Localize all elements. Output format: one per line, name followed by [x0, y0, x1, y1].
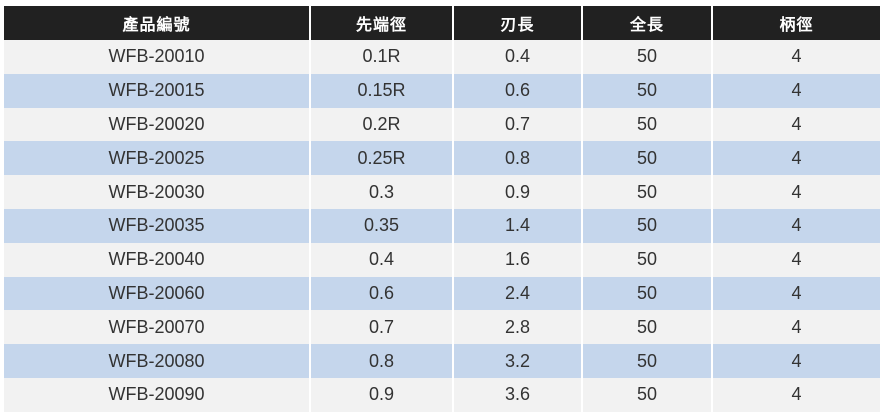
- table-row: WFB-20030 0.3 0.9 50 4: [2, 175, 882, 209]
- header-shank-diameter: 柄徑: [711, 6, 882, 40]
- cell-blade-length: 0.6: [452, 73, 583, 108]
- cell-tip-diameter: 0.35: [309, 208, 454, 243]
- header-product-code: 產品編號: [2, 6, 311, 40]
- cell-product-code: WFB-20030: [2, 175, 311, 209]
- header-tip-diameter: 先端徑: [309, 6, 454, 40]
- table-body: WFB-20010 0.1R 0.4 50 4 WFB-20015 0.15R …: [2, 40, 882, 412]
- cell-shank-diameter: 4: [711, 175, 882, 209]
- cell-shank-diameter: 4: [711, 73, 882, 108]
- cell-tip-diameter: 0.8: [309, 344, 454, 378]
- table-row: WFB-20020 0.2R 0.7 50 4: [2, 107, 882, 142]
- cell-product-code: WFB-20020: [2, 107, 311, 142]
- cell-shank-diameter: 4: [711, 40, 882, 74]
- cell-shank-diameter: 4: [711, 208, 882, 243]
- cell-total-length: 50: [581, 40, 713, 74]
- cell-product-code: WFB-20040: [2, 242, 311, 277]
- cell-total-length: 50: [581, 242, 713, 277]
- cell-tip-diameter: 0.3: [309, 175, 454, 209]
- header-blade-length: 刃長: [452, 6, 583, 40]
- table-row: WFB-20070 0.7 2.8 50 4: [2, 310, 882, 345]
- cell-blade-length: 1.6: [452, 242, 583, 277]
- cell-total-length: 50: [581, 310, 713, 345]
- cell-total-length: 50: [581, 141, 713, 176]
- table-row: WFB-20035 0.35 1.4 50 4: [2, 208, 882, 243]
- table-row: WFB-20080 0.8 3.2 50 4: [2, 344, 882, 378]
- spec-table-container: 產品編號 先端徑 刃長 全長 柄徑 WFB-20010 0.1R 0.4 50 …: [2, 6, 882, 412]
- cell-blade-length: 2.8: [452, 310, 583, 345]
- table-row: WFB-20025 0.25R 0.8 50 4: [2, 141, 882, 176]
- cell-tip-diameter: 0.15R: [309, 73, 454, 108]
- cell-blade-length: 0.7: [452, 107, 583, 142]
- cell-total-length: 50: [581, 107, 713, 142]
- table-row: WFB-20040 0.4 1.6 50 4: [2, 242, 882, 277]
- cell-product-code: WFB-20015: [2, 73, 311, 108]
- cell-total-length: 50: [581, 276, 713, 311]
- cell-tip-diameter: 0.2R: [309, 107, 454, 142]
- table-row: WFB-20060 0.6 2.4 50 4: [2, 276, 882, 311]
- cell-blade-length: 2.4: [452, 276, 583, 311]
- cell-total-length: 50: [581, 344, 713, 378]
- cell-shank-diameter: 4: [711, 107, 882, 142]
- cell-product-code: WFB-20035: [2, 208, 311, 243]
- cell-product-code: WFB-20090: [2, 377, 311, 412]
- header-row: 產品編號 先端徑 刃長 全長 柄徑: [2, 6, 882, 40]
- cell-total-length: 50: [581, 73, 713, 108]
- table-row: WFB-20090 0.9 3.6 50 4: [2, 377, 882, 412]
- cell-shank-diameter: 4: [711, 276, 882, 311]
- cell-total-length: 50: [581, 208, 713, 243]
- cell-product-code: WFB-20080: [2, 344, 311, 378]
- cell-shank-diameter: 4: [711, 242, 882, 277]
- cell-total-length: 50: [581, 377, 713, 412]
- cell-blade-length: 3.2: [452, 344, 583, 378]
- cell-product-code: WFB-20025: [2, 141, 311, 176]
- cell-tip-diameter: 0.7: [309, 310, 454, 345]
- cell-tip-diameter: 0.25R: [309, 141, 454, 176]
- table-header: 產品編號 先端徑 刃長 全長 柄徑: [2, 6, 882, 40]
- cell-total-length: 50: [581, 175, 713, 209]
- cell-blade-length: 0.8: [452, 141, 583, 176]
- cell-tip-diameter: 0.9: [309, 377, 454, 412]
- cell-shank-diameter: 4: [711, 344, 882, 378]
- cell-tip-diameter: 0.4: [309, 242, 454, 277]
- cell-blade-length: 3.6: [452, 377, 583, 412]
- header-total-length: 全長: [581, 6, 713, 40]
- cell-tip-diameter: 0.1R: [309, 40, 454, 74]
- cell-tip-diameter: 0.6: [309, 276, 454, 311]
- table-row: WFB-20010 0.1R 0.4 50 4: [2, 40, 882, 74]
- cell-blade-length: 0.9: [452, 175, 583, 209]
- cell-blade-length: 1.4: [452, 208, 583, 243]
- cell-product-code: WFB-20060: [2, 276, 311, 311]
- cell-shank-diameter: 4: [711, 377, 882, 412]
- cell-shank-diameter: 4: [711, 310, 882, 345]
- cell-product-code: WFB-20070: [2, 310, 311, 345]
- table-row: WFB-20015 0.15R 0.6 50 4: [2, 73, 882, 108]
- product-spec-table: 產品編號 先端徑 刃長 全長 柄徑 WFB-20010 0.1R 0.4 50 …: [2, 6, 882, 412]
- cell-blade-length: 0.4: [452, 40, 583, 74]
- cell-shank-diameter: 4: [711, 141, 882, 176]
- cell-product-code: WFB-20010: [2, 40, 311, 74]
